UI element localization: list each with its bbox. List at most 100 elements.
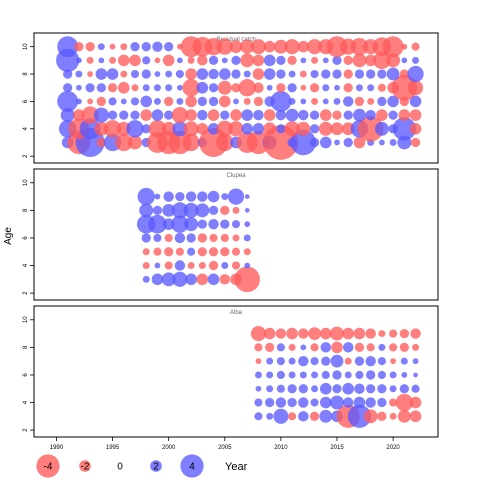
bubble-alba-2013-age4 <box>310 398 319 407</box>
bubble-residual-catch-1999-age4 <box>148 120 167 138</box>
y-tick-label: 10 <box>23 316 29 323</box>
bubble-clupea-2001-age5 <box>175 247 184 256</box>
y-tick-label: 4 <box>23 400 29 404</box>
bubble-residual-catch-1996-age3 <box>115 133 133 152</box>
bubble-residual-catch-1996-age9 <box>117 54 130 67</box>
bubble-alba-2014-age6 <box>321 370 330 380</box>
bubble-residual-catch-2022-age10 <box>411 42 420 51</box>
bubble-residual-catch-1997-age7 <box>131 84 139 92</box>
bubble-clupea-2001-age4 <box>174 260 186 271</box>
bubble-residual-catch-2013-age5 <box>309 110 320 120</box>
bubble-residual-catch-1991-age6 <box>57 90 79 112</box>
x-tick-label: 2020 <box>386 445 400 451</box>
bubble-clupea-2001-age9 <box>175 191 185 202</box>
bubble-residual-catch-1992-age10 <box>74 42 84 52</box>
bubble-residual-catch-2010-age6 <box>270 90 292 112</box>
bubble-residual-catch-2014-age7 <box>322 84 330 92</box>
bubble-residual-catch-1994-age8 <box>95 68 108 80</box>
bubble-residual-catch-2015-age4 <box>330 122 344 136</box>
bubble-alba-2018-age4 <box>365 397 376 408</box>
bubble-residual-catch-1994-age5 <box>93 107 109 123</box>
bubble-residual-catch-2006-age10 <box>229 40 243 54</box>
bubble-alba-2022-age4 <box>409 396 422 409</box>
bubble-residual-catch-1991-age10 <box>57 36 79 58</box>
bubble-alba-2013-age7 <box>310 357 319 366</box>
bubble-residual-catch-2004-age5 <box>207 109 220 121</box>
bubble-alba-2010-age6 <box>276 370 285 380</box>
bubble-residual-catch-2005-age4 <box>216 120 233 137</box>
bubble-residual-catch-2005-age3 <box>216 133 234 152</box>
bubble-residual-catch-1995-age9 <box>109 56 117 64</box>
bubble-alba-2017-age5 <box>354 383 365 394</box>
bubble-clupea-2004-age3 <box>207 273 220 286</box>
bubble-residual-catch-1993-age7 <box>85 83 95 93</box>
bubble-alba-2015-age4 <box>330 395 344 410</box>
bubble-alba-2008-age3 <box>254 412 263 421</box>
bubble-alba-2010-age7 <box>276 357 285 366</box>
bubble-alba-2009-age6 <box>266 371 274 379</box>
bubble-clupea-1999-age4 <box>154 262 161 269</box>
bubble-residual-catch-2002-age6 <box>185 95 197 108</box>
bubble-alba-2019-age6 <box>377 370 386 380</box>
bubble-alba-2013-age8 <box>310 343 319 352</box>
legend-bubble <box>150 460 162 472</box>
bubble-residual-catch-1998-age5 <box>140 109 153 121</box>
bubble-residual-catch-1992-age5 <box>73 109 85 121</box>
bubble-residual-catch-2011-age8 <box>288 70 296 78</box>
bubble-alba-2022-age8 <box>412 343 420 351</box>
bubble-clupea-2007-age7 <box>244 221 251 228</box>
bubble-alba-2018-age8 <box>366 343 375 352</box>
bubble-residual-catch-2006-age5 <box>230 109 242 121</box>
bubble-residual-catch-2013-age10 <box>307 39 323 55</box>
bubble-clupea-2006-age9 <box>227 188 245 205</box>
bubble-residual-catch-2020-age3 <box>389 138 397 146</box>
bubble-alba-2022-age7 <box>412 358 419 365</box>
bubble-residual-catch-2006-age9 <box>231 55 241 66</box>
bubble-residual-catch-2006-age8 <box>231 69 241 79</box>
bubble-alba-2018-age6 <box>366 370 376 380</box>
bubble-clupea-2005-age9 <box>221 193 229 201</box>
y-tick-label: 10 <box>23 179 29 186</box>
bubble-residual-catch-2013-age7 <box>309 83 320 93</box>
legend-bubble <box>180 454 204 478</box>
bubble-residual-catch-2000-age9 <box>162 54 175 67</box>
bubble-residual-catch-2014-age9 <box>322 57 329 64</box>
bubble-residual-catch-1998-age6 <box>140 95 153 108</box>
bubble-alba-2020-age9 <box>389 329 398 338</box>
bubble-residual-catch-2012-age8 <box>299 70 307 78</box>
bubble-alba-2016-age6 <box>344 371 352 379</box>
bubble-residual-catch-1993-age5 <box>81 106 99 124</box>
bubble-residual-catch-1998-age4 <box>141 124 151 134</box>
bubble-clupea-1998-age5 <box>142 248 150 256</box>
bubble-residual-catch-1994-age10 <box>97 43 105 51</box>
bubble-alba-2009-age4 <box>265 397 275 408</box>
bubble-residual-catch-2021-age7 <box>391 74 418 101</box>
bubble-residual-catch-2015-age5 <box>332 110 342 120</box>
x-axis: 1990 1995 2000 2005 2010 2015 2020 <box>50 436 400 451</box>
bubble-residual-catch-2018-age7 <box>367 84 375 92</box>
bubble-clupea-2002-age3 <box>185 273 197 286</box>
bubble-residual-catch-2014-age3 <box>319 136 332 149</box>
bubble-residual-catch-2000-age4 <box>161 121 176 136</box>
bubble-residual-catch-2016-age6 <box>343 96 354 107</box>
bubble-residual-catch-1992-age8 <box>75 70 83 78</box>
bubble-residual-catch-1993-age4 <box>79 118 101 140</box>
bubble-residual-catch-2005-age9 <box>221 57 228 64</box>
bubble-residual-catch-2012-age5 <box>298 109 309 121</box>
bubble-residual-catch-2018-age9 <box>364 54 377 67</box>
bubble-alba-2008-age7 <box>255 358 262 365</box>
bubble-residual-catch-2008-age3 <box>246 130 271 155</box>
bubble-clupea-1998-age3 <box>142 275 150 283</box>
legend-bubble <box>36 454 60 478</box>
bubble-residual-catch-2022-age8 <box>407 65 424 83</box>
panel-1: Clupea 2 4 6 8 10 <box>23 168 439 301</box>
bubble-residual-catch-2014-age4 <box>318 121 333 136</box>
bubble-residual-catch-2015-age9 <box>332 55 342 66</box>
bubble-alba-2010-age3 <box>273 408 289 424</box>
bubble-alba-2019-age5 <box>377 384 387 394</box>
bubble-residual-catch-2012-age3 <box>290 129 317 156</box>
legend-title: Year <box>225 461 248 473</box>
bubble-residual-catch-2006-age7 <box>231 83 241 93</box>
bubble-alba-2010-age8 <box>276 343 285 352</box>
